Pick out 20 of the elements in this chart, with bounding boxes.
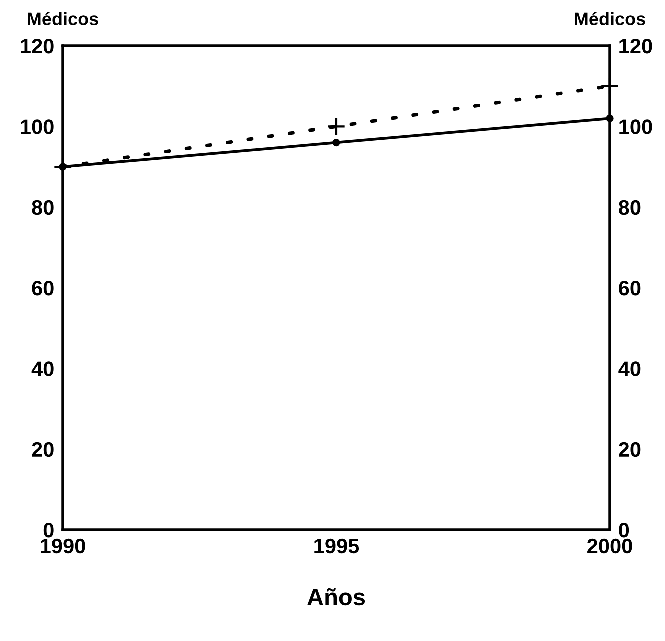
x-tick-label: 1995 — [314, 538, 360, 554]
y-tick-label: 100 — [21, 120, 54, 134]
y2-tick-label: 20 — [619, 442, 641, 458]
y-tick-label: 40 — [32, 362, 54, 376]
y-tick-label: 20 — [32, 442, 54, 458]
y-tick-label: 0 — [44, 523, 54, 538]
x-tick-label: 2000 — [588, 538, 632, 554]
x-axis-title: Años — [308, 588, 366, 606]
y2-tick-label: 40 — [618, 362, 641, 376]
y2-tick-label: 100 — [620, 120, 652, 134]
y-tick-label: 80 — [32, 200, 54, 216]
y-axis-title: Médicos — [28, 12, 98, 26]
y2-tick-label: 120 — [620, 39, 652, 54]
y2-tick-label: 0 — [619, 523, 630, 538]
y-tick-label: 60 — [32, 281, 54, 296]
y2-tick-label: 80 — [618, 200, 641, 216]
y-tick-label: 120 — [21, 39, 54, 54]
x-tick-label: 1990 — [41, 538, 86, 554]
y2-axis-title: Médicos — [575, 12, 646, 26]
y2-tick-label: 60 — [619, 281, 641, 296]
